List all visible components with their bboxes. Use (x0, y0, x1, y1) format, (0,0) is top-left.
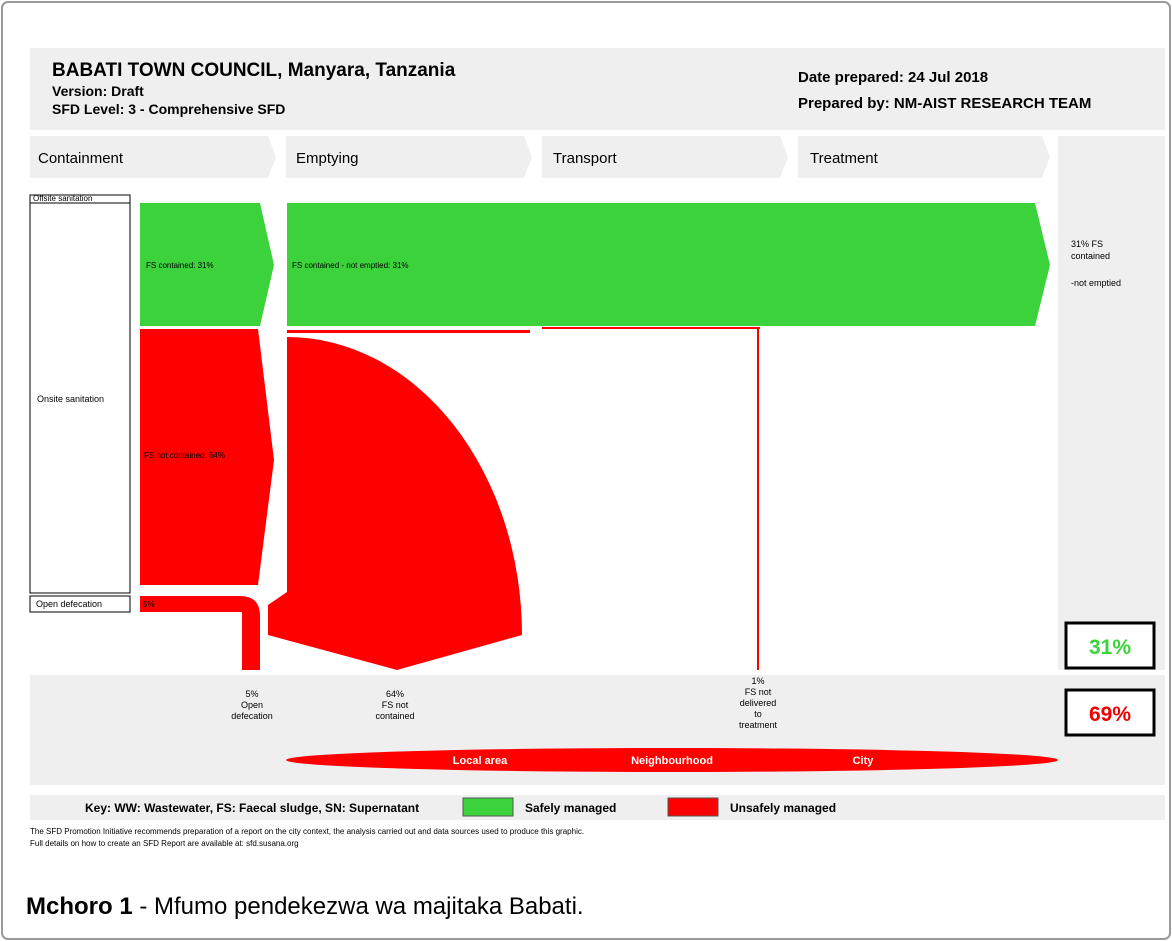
flow-not-emptied (287, 203, 1050, 326)
outcome-label: FS not (382, 700, 409, 710)
version: Version: Draft (52, 83, 144, 99)
area-ellipse (286, 748, 1058, 772)
right-column (1058, 136, 1165, 670)
flow-label: FS contained - not emptied: 31% (292, 261, 409, 270)
flow-thin (757, 327, 759, 670)
total-box (1064, 621, 1156, 670)
outcome-label: 1% (751, 676, 764, 686)
total-unsafe: 69% (1089, 703, 1131, 726)
stage-label: Emptying (296, 150, 359, 167)
outcome-label: to (754, 709, 762, 719)
stage (798, 136, 1050, 178)
key-text: Key: WW: Wastewater, FS: Faecal sludge, … (85, 801, 419, 815)
level: SFD Level: 3 - Comprehensive SFD (52, 101, 285, 117)
flow-open-defecation (140, 596, 260, 670)
system-box (29, 595, 131, 613)
prepared-by: Prepared by: NM-AIST RESEARCH TEAM (798, 95, 1091, 112)
outcome-label: delivered (740, 698, 777, 708)
footer-note: The SFD Promotion Initiative recommends … (30, 827, 584, 836)
total-safe: 31% (1089, 636, 1131, 659)
system-label: Onsite sanitation (37, 394, 104, 404)
key-swatch (667, 797, 719, 817)
key-band (30, 795, 1165, 820)
stage-label: Treatment (810, 150, 879, 167)
outcome-label: Open (241, 700, 263, 710)
stage (542, 136, 788, 178)
flow-label: FS not contained: 64% (144, 451, 225, 460)
flow-not-contained (140, 329, 274, 585)
system-label: Open defecation (36, 599, 102, 609)
flow-contained (140, 203, 274, 326)
flow-unsafe-discharge (268, 337, 522, 670)
system-box (29, 202, 131, 594)
outcome-label: treatment (739, 720, 778, 730)
outcome-label: FS not (745, 687, 772, 697)
right-note: contained (1071, 251, 1110, 261)
stage-headers: Containment Emptying Transport Treatment (30, 136, 1050, 178)
outcome-label: 5% (245, 689, 258, 699)
caption: Mchoro 1 - Mfumo pendekezwa wa majitaka … (26, 893, 584, 920)
title: BABATI TOWN COUNCIL, Manyara, Tanzania (52, 60, 456, 81)
footer-note: Full details on how to create an SFD Rep… (30, 839, 299, 848)
area-label: Local area (453, 755, 508, 767)
right-note: 31% FS (1071, 239, 1103, 249)
flow-thin (287, 330, 530, 333)
right-note: -not emptied (1071, 278, 1121, 288)
stage (30, 136, 276, 178)
flow-thin (542, 327, 760, 329)
stage-label: Containment (38, 150, 124, 167)
stage (286, 136, 532, 178)
key-label: Unsafely managed (730, 801, 836, 815)
header-band (30, 48, 1165, 130)
key-label: Safely managed (525, 801, 616, 815)
area-label: Neighbourhood (631, 755, 713, 767)
system-label: Offsite sanitation (33, 194, 92, 203)
total-box (1064, 688, 1156, 737)
area-label: City (853, 755, 875, 767)
flow-label: 5% (143, 600, 155, 609)
outcome-label: defecation (231, 711, 273, 721)
date: Date prepared: 24 Jul 2018 (798, 69, 988, 86)
stage-label: Transport (553, 150, 617, 167)
key-swatch (462, 797, 514, 817)
caption-text: - Mfumo pendekezwa wa majitaka Babati. (133, 893, 584, 920)
flow-label: FS contained: 31% (146, 261, 214, 270)
caption-label: Mchoro 1 (26, 893, 133, 920)
outcome-label: 64% (386, 689, 404, 699)
outcome-label: contained (375, 711, 414, 721)
